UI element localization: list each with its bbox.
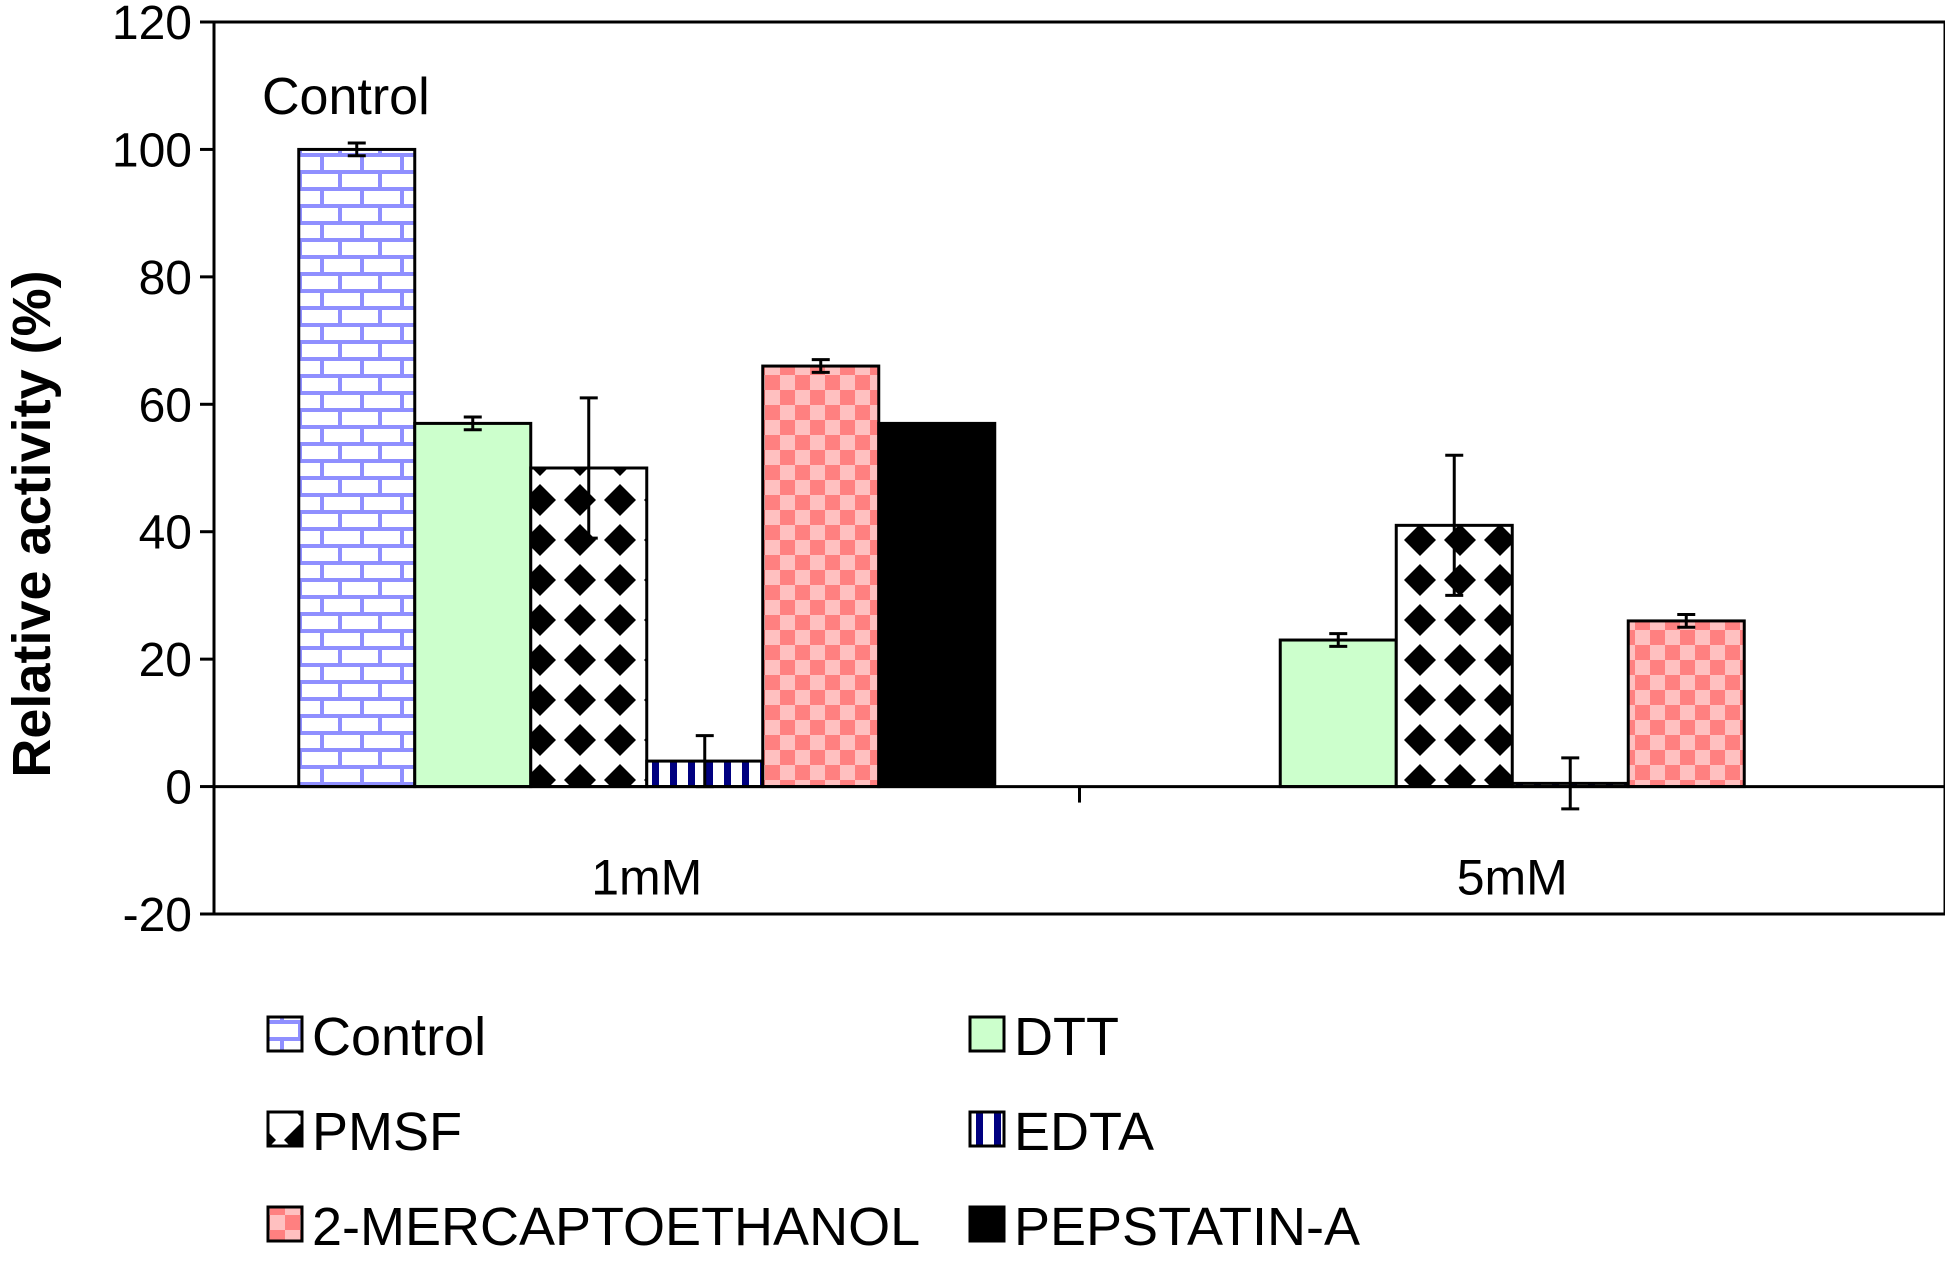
legend-swatch: [266, 1205, 304, 1243]
legend-label: PEPSTATIN-A: [1014, 1197, 1360, 1257]
legend-label: Control: [312, 1007, 486, 1067]
legend: Control DTT PMSF EDTA 2-MERCAPTOETHANOL PEPST…: [266, 1007, 1360, 1257]
y-axis: 120 100 80 60 40 20 0 -20: [112, 0, 214, 942]
error-bar-control-1mm: [347, 141, 366, 158]
bar-2-mercaptoethanol-5mm: [1626, 619, 1746, 789]
legend-item-pepstatin-a: PEPSTATIN-A: [968, 1197, 1360, 1257]
y-tick-label: 0: [165, 762, 192, 815]
control-annotation: Control: [262, 68, 430, 126]
x-category-label: 1mM: [591, 850, 702, 906]
bar-pepstatin-a-1mm: [877, 421, 997, 789]
x-axis: 1mM 5mM: [591, 786, 1568, 906]
y-tick-label: 20: [139, 634, 192, 687]
error-bar-pmsf-5mm: [1445, 453, 1464, 597]
legend-item-edta: EDTA: [968, 1102, 1154, 1162]
bar-dtt-1mm: [413, 421, 533, 789]
bar-2-mercaptoethanol-1mm: [761, 364, 881, 789]
legend-swatch: [968, 1110, 1006, 1148]
y-tick-label: 60: [139, 379, 192, 432]
y-tick-label: 120: [112, 0, 192, 50]
error-bars-group: [347, 141, 1696, 811]
legend-swatch: [968, 1205, 1006, 1243]
legend-label: EDTA: [1014, 1102, 1154, 1162]
legend-label: 2-MERCAPTOETHANOL: [312, 1197, 920, 1257]
y-tick-label: -20: [123, 889, 192, 942]
legend-label: PMSF: [312, 1102, 462, 1162]
bars-group: [297, 147, 1746, 789]
legend-label: DTT: [1014, 1007, 1119, 1067]
legend-item-dtt: DTT: [968, 1007, 1119, 1067]
legend-swatch: [266, 1015, 304, 1053]
legend-item-2-mercaptoethanol: 2-MERCAPTOETHANOL: [266, 1197, 920, 1257]
legend-swatch: [266, 1110, 304, 1148]
error-bar-2-mercaptoethanol-1mm: [811, 358, 830, 374]
y-axis-title: Relative activity (%): [2, 270, 62, 777]
y-tick-label: 80: [139, 252, 192, 305]
error-bar-dtt-1mm: [463, 415, 482, 432]
bar-dtt-5mm: [1278, 638, 1398, 789]
error-bar-dtt-5mm: [1329, 632, 1348, 648]
legend-item-control: Control: [266, 1007, 486, 1067]
error-bar-pmsf-1mm: [579, 396, 598, 540]
error-bar-edta-5mm: [1561, 756, 1580, 811]
error-bar-2-mercaptoethanol-5mm: [1677, 613, 1696, 629]
y-tick-label: 40: [139, 507, 192, 560]
legend-item-pmsf: PMSF: [266, 1102, 462, 1162]
bar-control-1mm: [297, 147, 417, 789]
y-tick-label: 100: [112, 124, 192, 177]
legend-swatch: [968, 1015, 1006, 1053]
x-category-label: 5mM: [1457, 850, 1568, 906]
